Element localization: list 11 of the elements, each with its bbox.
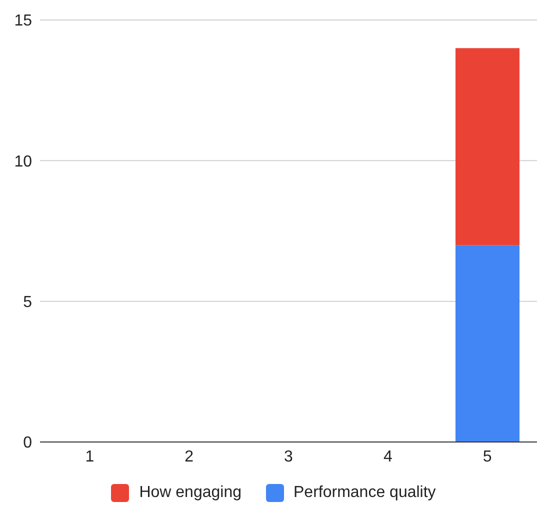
legend-label: How engaging	[139, 484, 242, 502]
y-tick-label: 5	[23, 294, 32, 312]
y-tick-label: 15	[14, 12, 32, 30]
x-tick-label: 3	[284, 448, 294, 466]
legend-label: Performance quality	[294, 484, 436, 502]
x-tick-label: 1	[85, 448, 94, 466]
x-tick-label: 4	[383, 448, 392, 466]
x-tick-label: 5	[482, 448, 492, 466]
y-tick-label: 0	[23, 434, 32, 452]
y-tick-label: 10	[14, 153, 32, 170]
x-tick-label: 2	[184, 448, 194, 466]
